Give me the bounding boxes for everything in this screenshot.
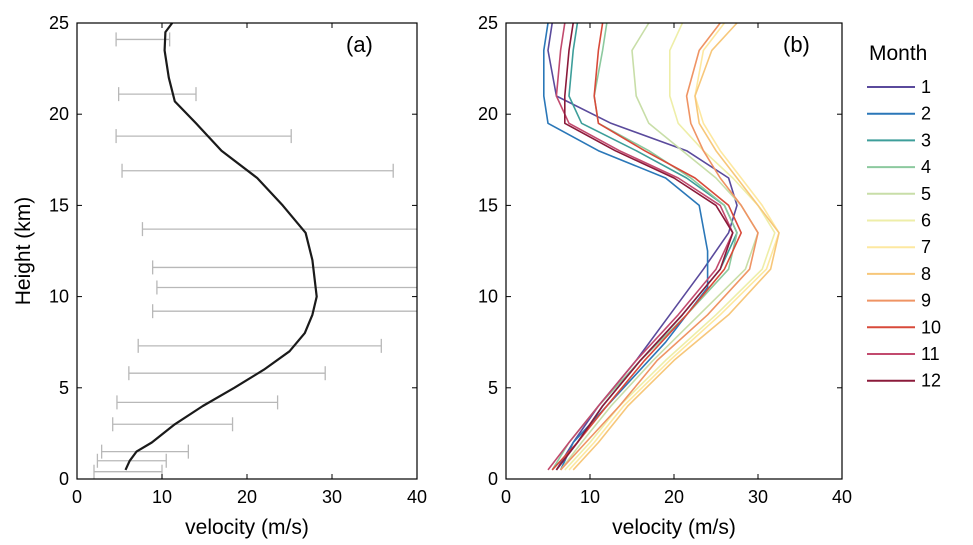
error-bar (128, 366, 326, 381)
panel-b: 0 10 20 30 40 0 5 10 15 20 25 (b) velocity (m/s) (478, 13, 852, 539)
x-ticks: 0 10 20 30 40 (72, 23, 427, 507)
legend-item: 8 (867, 264, 931, 284)
legend-label: 11 (921, 344, 940, 364)
series-line-month-4 (551, 22, 738, 471)
legend-label: 8 (921, 264, 931, 284)
series-line-month-1 (547, 22, 738, 471)
legend-label: 9 (921, 291, 931, 311)
series-line-month-11 (547, 22, 734, 471)
x-tick-label: 0 (501, 487, 511, 507)
legend-label: 12 (921, 371, 941, 391)
error-bar (137, 338, 382, 353)
error-bar (141, 222, 417, 237)
legend-item: 3 (867, 130, 931, 150)
x-axis-label: velocity (m/s) (612, 516, 736, 539)
y-tick-label: 5 (59, 378, 69, 398)
legend-label: 7 (921, 237, 931, 257)
legend-item: 2 (867, 104, 931, 124)
error-bar (96, 453, 167, 468)
error-bar (115, 32, 171, 47)
x-tick-label: 20 (237, 487, 257, 507)
error-bar (115, 129, 292, 144)
series-line-month-6 (564, 22, 776, 471)
x-tick-label: 30 (322, 487, 342, 507)
legend-label: 6 (921, 211, 931, 231)
legend-item: 10 (867, 317, 941, 337)
y-tick-label: 10 (49, 287, 69, 307)
panel-label: (b) (783, 32, 810, 57)
legend-label: 5 (921, 184, 931, 204)
y-ticks: 0 5 10 15 20 25 (478, 13, 842, 489)
panel-label: (a) (346, 32, 373, 57)
y-tick-label: 0 (488, 469, 498, 489)
axes-frame (76, 22, 418, 480)
x-tick-label: 20 (664, 487, 684, 507)
legend-label: 2 (921, 104, 931, 124)
y-tick-label: 0 (59, 469, 69, 489)
legend-label: 10 (921, 317, 941, 337)
y-axis-label: Height (km) (12, 197, 35, 306)
legend-item: 9 (867, 291, 931, 311)
error-bar (151, 304, 417, 319)
series-line-month-8 (572, 22, 780, 471)
y-tick-label: 20 (49, 104, 69, 124)
x-axis-label: velocity (m/s) (185, 516, 309, 539)
series-line-month-12 (555, 22, 734, 471)
y-tick-label: 5 (488, 378, 498, 398)
legend-item: 11 (867, 344, 940, 364)
legend-item: 6 (867, 211, 931, 231)
x-tick-label: 40 (832, 487, 852, 507)
error-bar (118, 87, 197, 102)
series-line-month-9 (560, 22, 759, 471)
error-bar (116, 395, 279, 410)
legend-label: 3 (921, 130, 931, 150)
mean-velocity-line (124, 22, 318, 471)
error-bar (101, 444, 190, 459)
x-tick-label: 10 (580, 487, 600, 507)
series-line-month-2 (542, 22, 709, 471)
y-tick-label: 10 (478, 287, 498, 307)
error-bar (156, 280, 417, 295)
y-ticks: 0 5 10 15 20 25 (49, 13, 417, 489)
x-ticks: 0 10 20 30 40 (501, 23, 852, 507)
legend-title: Month (869, 42, 927, 65)
y-tick-label: 25 (49, 13, 69, 33)
series-lines (124, 22, 318, 471)
error-bar (112, 417, 234, 432)
legend-label: 1 (921, 77, 931, 97)
x-tick-label: 10 (152, 487, 172, 507)
series-line-month-10 (551, 22, 743, 471)
legend-item: 4 (867, 157, 931, 177)
x-tick-label: 30 (748, 487, 768, 507)
legend-item: 1 (867, 77, 931, 97)
legend-item: 5 (867, 184, 931, 204)
legend-item: 12 (867, 371, 941, 391)
y-tick-label: 25 (478, 13, 498, 33)
series-line-month-3 (555, 22, 738, 471)
error-bar (121, 163, 394, 178)
y-tick-label: 15 (478, 195, 498, 215)
x-tick-label: 40 (407, 487, 427, 507)
legend-label: 4 (921, 157, 931, 177)
series-lines (542, 22, 780, 471)
x-tick-label: 0 (72, 487, 82, 507)
y-tick-label: 20 (478, 104, 498, 124)
legend-item: 7 (867, 237, 931, 257)
error-bars (93, 32, 417, 479)
y-tick-label: 15 (49, 195, 69, 215)
error-bar (151, 260, 417, 275)
